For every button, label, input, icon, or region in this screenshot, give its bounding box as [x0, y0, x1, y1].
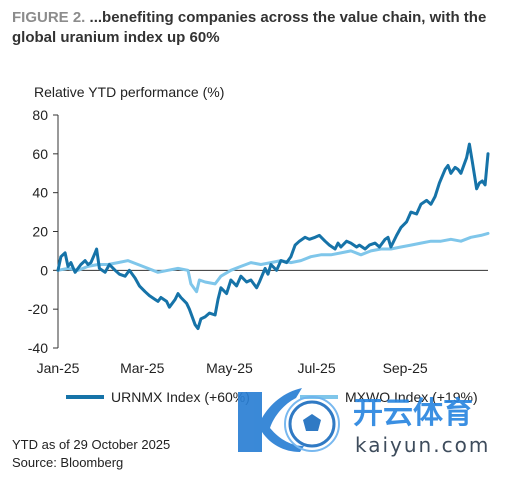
y-tick-label: 40: [32, 185, 48, 201]
legend-label: URNMX Index (+60%): [111, 389, 250, 405]
y-tick-label: 60: [32, 146, 48, 162]
figure-title: ...benefiting companies across the value…: [12, 9, 487, 46]
svg-text:开云体育: 开云体育: [353, 396, 473, 431]
y-tick-label: 80: [32, 107, 48, 123]
svg-text:kaiyun.com: kaiyun.com: [355, 433, 490, 457]
source-note: Source: Bloomberg: [12, 455, 124, 470]
urnmx-series-line: [56, 142, 490, 331]
x-tick-label: Mar-25: [120, 360, 165, 376]
chart-footer: YTD as of 29 October 2025 Source: Bloomb…: [12, 436, 170, 472]
chart-title: FIGURE 2. ...benefiting companies across…: [12, 8, 512, 48]
y-tick-label: 0: [40, 262, 48, 278]
y-tick-label: -40: [28, 340, 48, 356]
legend-label: MXWO Index (+19%): [345, 389, 478, 405]
x-tick-label: Sep-25: [383, 360, 428, 376]
y-axis-label: Relative YTD performance (%): [34, 84, 225, 100]
x-tick-label: May-25: [206, 360, 253, 376]
mxwo-series-line: [56, 231, 490, 294]
x-tick-label: Jul-25: [298, 360, 336, 376]
figure-label: FIGURE 2.: [12, 9, 86, 26]
y-tick-label: -20: [28, 301, 48, 317]
x-tick-label: Jan-25: [37, 360, 80, 376]
y-tick-label: 20: [32, 224, 48, 240]
footnote: YTD as of 29 October 2025: [12, 437, 171, 452]
